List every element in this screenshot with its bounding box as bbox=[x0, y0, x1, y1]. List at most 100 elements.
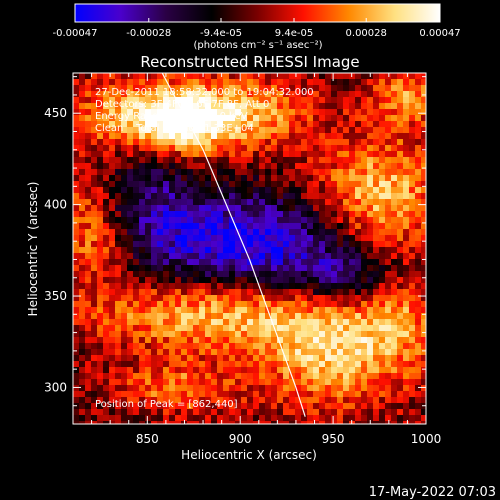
heatmap-cell bbox=[253, 235, 260, 242]
heatmap-cell bbox=[331, 91, 338, 98]
heatmap-cell bbox=[133, 361, 140, 368]
heatmap-cell bbox=[229, 289, 236, 296]
heatmap-cell bbox=[295, 187, 302, 194]
heatmap-cell bbox=[379, 223, 386, 230]
heatmap-cell bbox=[295, 127, 302, 134]
heatmap-cell bbox=[253, 241, 260, 248]
heatmap-cell bbox=[265, 223, 272, 230]
heatmap-cell bbox=[253, 259, 260, 266]
heatmap-cell bbox=[217, 109, 224, 116]
heatmap-cell bbox=[307, 217, 314, 224]
heatmap-cell bbox=[403, 217, 410, 224]
heatmap-cell bbox=[229, 361, 236, 368]
heatmap-cell bbox=[247, 241, 254, 248]
heatmap-cell bbox=[277, 247, 284, 254]
heatmap-cell bbox=[277, 235, 284, 242]
heatmap-cell bbox=[139, 115, 146, 122]
heatmap-cell bbox=[223, 253, 230, 260]
heatmap-cell bbox=[139, 325, 146, 332]
heatmap-cell bbox=[421, 163, 426, 170]
heatmap-cell bbox=[397, 367, 404, 374]
heatmap-cell bbox=[115, 307, 122, 314]
heatmap-cell bbox=[229, 163, 236, 170]
heatmap-cell bbox=[409, 91, 416, 98]
heatmap-cell bbox=[109, 313, 116, 320]
heatmap-cell bbox=[319, 97, 326, 104]
heatmap-cell bbox=[91, 103, 98, 110]
heatmap-cell bbox=[367, 85, 374, 92]
heatmap-cell bbox=[91, 277, 98, 284]
heatmap-cell bbox=[169, 247, 176, 254]
heatmap-cell bbox=[127, 115, 134, 122]
heatmap-cell bbox=[223, 271, 230, 278]
heatmap-cell bbox=[307, 253, 314, 260]
heatmap-cell bbox=[175, 163, 182, 170]
heatmap-cell bbox=[139, 271, 146, 278]
heatmap-cell bbox=[301, 79, 308, 86]
heatmap-cell bbox=[97, 271, 104, 278]
heatmap-cell bbox=[295, 103, 302, 110]
heatmap-cell bbox=[307, 391, 314, 398]
heatmap-cell bbox=[391, 391, 398, 398]
heatmap-cell bbox=[319, 277, 326, 284]
heatmap-cell bbox=[301, 109, 308, 116]
heatmap-cell bbox=[283, 409, 290, 416]
heatmap-cell bbox=[145, 319, 152, 326]
colorbar-tick-label: 9.4e-05 bbox=[275, 28, 313, 39]
heatmap-cell bbox=[187, 235, 194, 242]
heatmap-cell bbox=[217, 265, 224, 272]
heatmap-cell bbox=[265, 343, 272, 350]
heatmap-cell bbox=[199, 295, 206, 302]
heatmap-cell bbox=[415, 241, 422, 248]
heatmap-cell bbox=[361, 415, 368, 422]
heatmap-cell bbox=[121, 235, 128, 242]
heatmap-cell bbox=[85, 139, 92, 146]
heatmap-cell bbox=[175, 235, 182, 242]
heatmap-cell bbox=[409, 151, 416, 158]
heatmap-cell bbox=[271, 85, 278, 92]
heatmap-cell bbox=[355, 133, 362, 140]
heatmap-cell bbox=[301, 151, 308, 158]
heatmap-cell bbox=[403, 337, 410, 344]
heatmap-cell bbox=[247, 319, 254, 326]
heatmap-cell bbox=[343, 253, 350, 260]
heatmap-cell bbox=[73, 109, 80, 116]
heatmap-cell bbox=[313, 145, 320, 152]
heatmap-cell bbox=[349, 307, 356, 314]
heatmap-cell bbox=[367, 307, 374, 314]
heatmap-cell bbox=[229, 325, 236, 332]
heatmap-cell bbox=[235, 223, 242, 230]
heatmap-cell bbox=[277, 187, 284, 194]
heatmap-cell bbox=[229, 121, 236, 128]
heatmap-cell bbox=[253, 205, 260, 212]
heatmap-cell bbox=[415, 175, 422, 182]
heatmap-cell bbox=[115, 379, 122, 386]
heatmap-cell bbox=[241, 157, 248, 164]
heatmap-cell bbox=[259, 301, 266, 308]
heatmap-cell bbox=[97, 349, 104, 356]
heatmap-cell bbox=[361, 307, 368, 314]
heatmap-cell bbox=[343, 259, 350, 266]
heatmap-cell bbox=[385, 313, 392, 320]
heatmap-cell bbox=[271, 421, 278, 424]
heatmap-cell bbox=[145, 229, 152, 236]
heatmap-cell bbox=[247, 127, 254, 134]
heatmap-cell bbox=[355, 325, 362, 332]
heatmap-cell bbox=[97, 307, 104, 314]
heatmap-cell bbox=[211, 379, 218, 386]
heatmap-cell bbox=[265, 421, 272, 424]
heatmap-cell bbox=[391, 175, 398, 182]
heatmap-cell bbox=[409, 373, 416, 380]
heatmap-cell bbox=[79, 343, 86, 350]
heatmap-cell bbox=[91, 361, 98, 368]
heatmap-cell bbox=[313, 103, 320, 110]
heatmap-cell bbox=[133, 235, 140, 242]
heatmap-cell bbox=[391, 385, 398, 392]
heatmap-cell bbox=[133, 367, 140, 374]
heatmap-cell bbox=[415, 133, 422, 140]
heatmap-cell bbox=[331, 157, 338, 164]
heatmap-cell bbox=[385, 385, 392, 392]
heatmap-cell bbox=[325, 283, 332, 290]
heatmap-cell bbox=[289, 169, 296, 176]
heatmap-cell bbox=[391, 361, 398, 368]
